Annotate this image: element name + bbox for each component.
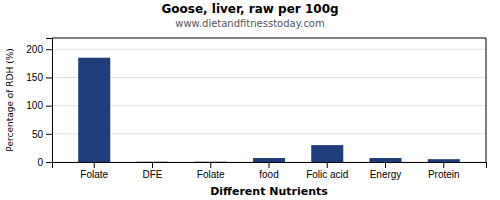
y-tick: 50 bbox=[32, 129, 52, 140]
bars bbox=[78, 58, 460, 162]
y-axis-title: Percentage of RDH (%) bbox=[5, 48, 15, 151]
x-tick: Folic acid bbox=[306, 162, 348, 180]
x-tick-mark bbox=[210, 162, 211, 168]
x-axis: Folate DFE Folate food Folic acid Energy Prote… bbox=[53, 162, 487, 180]
plot: 0 50 100 150 200 Folate DFE Folate food Folic aci… bbox=[26, 38, 486, 180]
y-tick-label: 100 bbox=[26, 100, 43, 111]
y-tick-mark bbox=[46, 134, 52, 135]
x-tick-label: Energy bbox=[370, 169, 402, 180]
x-tick-label: Folate bbox=[80, 169, 108, 180]
x-tick: food bbox=[259, 162, 278, 180]
x-tick: Folate bbox=[197, 162, 225, 180]
x-tick-label: Folic acid bbox=[306, 169, 348, 180]
grid-line bbox=[52, 105, 486, 106]
y-tick-label: 150 bbox=[26, 72, 43, 83]
grid-line bbox=[52, 77, 486, 78]
x-tick-mark bbox=[385, 162, 386, 168]
frame-line bbox=[52, 38, 486, 39]
bar bbox=[78, 58, 110, 162]
y-tick: 200 bbox=[26, 44, 52, 55]
bar bbox=[311, 145, 343, 162]
title: Goose, liver, raw per 100g bbox=[161, 2, 338, 16]
x-tick-label: food bbox=[259, 169, 278, 180]
y-axis-line bbox=[46, 39, 53, 163]
x-tick-mark bbox=[327, 162, 328, 168]
x-tick-mark bbox=[94, 162, 95, 168]
x-axis-line bbox=[53, 163, 487, 169]
y-tick-mark bbox=[46, 106, 52, 107]
subtitle: www.dietandfitnesstoday.com bbox=[175, 18, 324, 29]
x-tick-mark bbox=[443, 162, 444, 168]
grid-line bbox=[52, 49, 486, 50]
bar bbox=[195, 161, 227, 162]
grid bbox=[52, 49, 486, 162]
y-tick-label: 0 bbox=[37, 157, 43, 168]
x-tick-mark bbox=[152, 162, 153, 168]
x-tick-label: Folate bbox=[197, 169, 225, 180]
x-tick: Protein bbox=[428, 162, 460, 180]
bar bbox=[136, 161, 168, 162]
y-tick: 150 bbox=[26, 72, 52, 83]
x-tick-mark bbox=[269, 162, 270, 168]
y-tick-label: 200 bbox=[26, 44, 43, 55]
y-tick-mark bbox=[46, 162, 52, 163]
x-tick: DFE bbox=[142, 162, 162, 180]
grid-line bbox=[52, 133, 486, 134]
y-tick-mark bbox=[46, 77, 52, 78]
bar bbox=[253, 158, 285, 162]
x-tick: Folate bbox=[80, 162, 108, 180]
y-axis: 0 50 100 150 200 bbox=[26, 39, 52, 168]
y-tick-label: 50 bbox=[32, 129, 44, 140]
y-tick: 0 bbox=[37, 157, 52, 168]
y-tick: 100 bbox=[26, 100, 52, 111]
frame-line bbox=[486, 38, 487, 162]
bar bbox=[428, 159, 460, 162]
x-tick-label: DFE bbox=[142, 169, 162, 180]
x-tick: Energy bbox=[370, 162, 402, 180]
chart: Goose, liver, raw per 100g www.dietandfit… bbox=[0, 0, 500, 200]
x-tick-label: Protein bbox=[428, 169, 460, 180]
bar bbox=[369, 158, 401, 162]
x-axis-title: Different Nutrients bbox=[210, 185, 328, 198]
y-tick-mark bbox=[46, 49, 52, 50]
